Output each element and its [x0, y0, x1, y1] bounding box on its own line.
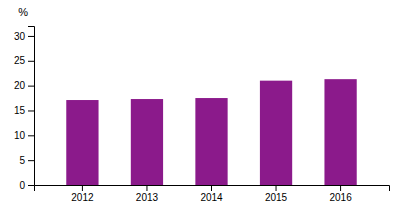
y-tick-mark	[28, 185, 34, 186]
x-tick: 2013	[136, 185, 159, 203]
x-tick: 2016	[329, 185, 352, 203]
y-tick-mark	[28, 110, 34, 111]
y-tick-label: 0	[19, 180, 25, 191]
y-tick: 30	[14, 31, 34, 42]
x-tick-mark	[82, 185, 83, 191]
plot: 0 5 10 15 20 25 30 2012 2013 2014 2015 2016	[14, 27, 390, 204]
x-tick-mark	[276, 185, 277, 191]
y-tick-mark	[28, 86, 34, 87]
y-tick-label: 5	[19, 155, 25, 166]
y-tick: 25	[14, 55, 34, 66]
y-axis-label: %	[18, 6, 28, 18]
y-tick-label: 30	[14, 31, 26, 42]
bar	[195, 98, 227, 185]
y-tick: 10	[14, 130, 34, 141]
y-tick: 20	[14, 80, 34, 91]
x-tick-label: 2014	[200, 192, 223, 203]
y-tick-label: 10	[14, 130, 26, 141]
y-tick: 5	[19, 155, 34, 166]
y-tick-label: 20	[14, 80, 26, 91]
y-tick-mark	[28, 135, 34, 136]
y-tick-label: 15	[14, 105, 26, 116]
y-tick: 15	[14, 105, 34, 116]
y-tick-label: 25	[14, 55, 26, 66]
bar	[66, 100, 98, 185]
x-tick-label: 2016	[329, 192, 352, 203]
x-tick-label: 2012	[71, 192, 94, 203]
y-tick: 0	[19, 180, 34, 191]
x-tick-mark	[211, 185, 212, 191]
x-tick: 2015	[265, 185, 288, 203]
chart-svg: 0 5 10 15 20 25 30 2012 2013 2014 2015 2016%	[0, 0, 401, 209]
y-tick-mark	[28, 36, 34, 37]
bar	[260, 81, 292, 185]
y-axis: 0 5 10 15 20 25 30	[14, 27, 35, 191]
x-tick: 2012	[71, 185, 94, 203]
x-axis-line	[35, 186, 390, 192]
y-axis-line	[28, 27, 35, 186]
x-axis: 2012 2013 2014 2015 2016	[35, 185, 390, 203]
chart-container: 0 5 10 15 20 25 30 2012 2013 2014 2015 2016%	[0, 0, 401, 209]
y-tick-mark	[28, 61, 34, 62]
bar	[131, 99, 163, 185]
x-tick-mark	[340, 185, 341, 191]
y-tick-mark	[28, 160, 34, 161]
bars	[66, 79, 356, 185]
x-tick: 2014	[200, 185, 223, 203]
x-tick-label: 2013	[136, 192, 159, 203]
x-tick-label: 2015	[265, 192, 288, 203]
x-tick-mark	[146, 185, 147, 191]
bar	[324, 79, 356, 185]
